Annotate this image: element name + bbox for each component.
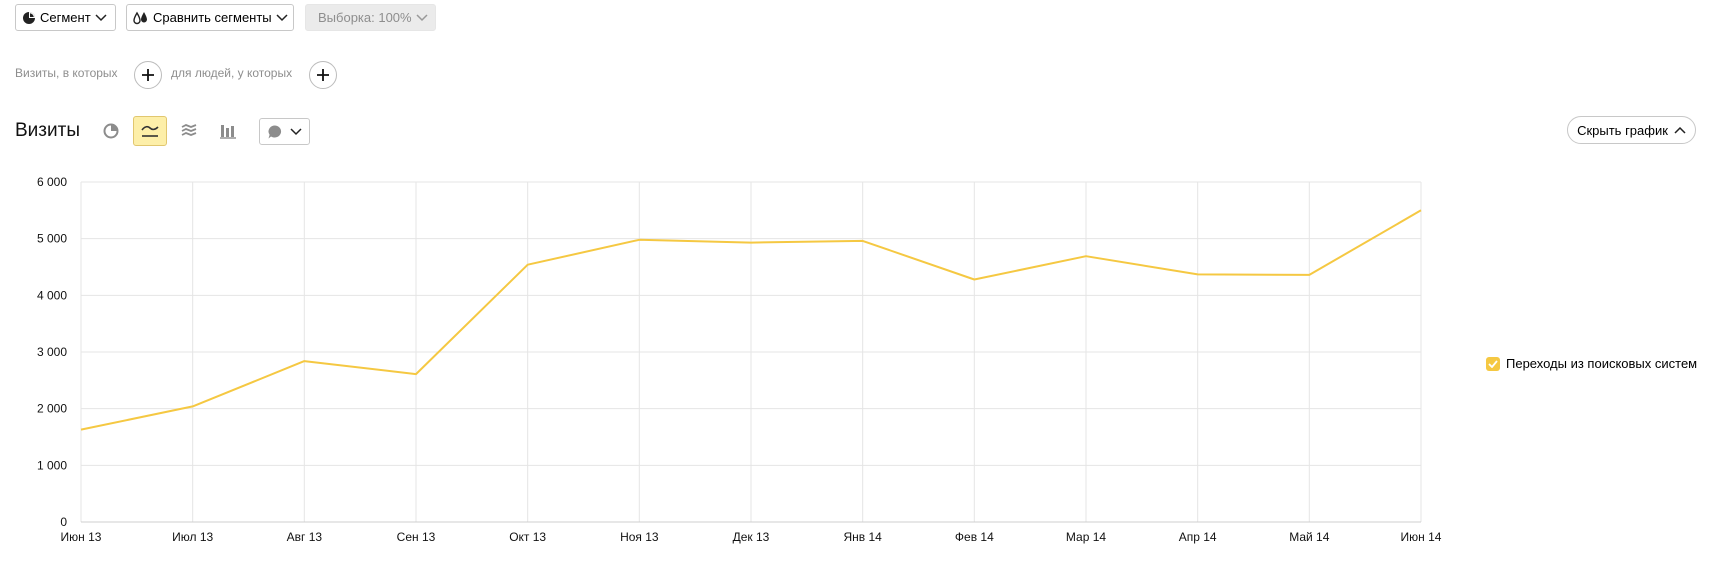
x-tick-label: Сен 13 [397,530,436,544]
x-tick-label: Ноя 13 [620,530,659,544]
compare-segments-button[interactable]: Сравнить сегменты [126,4,294,31]
sample-button-label: Выборка: 100% [318,10,412,25]
pie-segment-icon [23,11,35,24]
checkbox-checked-icon[interactable] [1486,356,1500,371]
y-axis: 0 1 000 2 000 3 000 4 000 5 000 6 000 [37,175,67,529]
report-title: Визиты [15,120,80,141]
x-tick-label: Июл 13 [172,530,213,544]
chevron-down-icon [416,13,428,21]
y-tick-label: 1 000 [37,458,67,472]
chart-grid [80,181,1422,523]
visits-filter-label: Визиты, в которых [15,66,118,80]
plus-icon [142,69,154,81]
line-chart-icon [141,125,159,137]
line-view-button[interactable] [133,116,167,146]
segment-button[interactable]: Сегмент [15,4,116,31]
y-tick-label: 0 [60,515,67,529]
y-tick-label: 2 000 [37,402,67,416]
legend-series-label: Переходы из поисковых систем [1506,356,1698,371]
column-view-button[interactable] [211,116,245,146]
hide-chart-button[interactable]: Скрыть график [1567,116,1696,144]
area-chart-icon [181,124,197,136]
x-tick-label: Дек 13 [733,530,770,544]
plus-icon [317,69,329,81]
chevron-up-icon [1674,126,1686,134]
chart-series [80,209,1422,431]
chevron-down-icon [290,127,302,135]
x-tick-label: Мар 14 [1066,530,1106,544]
x-tick-label: Фев 14 [955,530,994,544]
series-line [80,209,1422,431]
pie-view-button[interactable] [94,116,128,146]
add-people-condition-button[interactable] [309,61,337,89]
chevron-down-icon [276,13,288,21]
sample-button[interactable]: Выборка: 100% [305,4,436,31]
y-tick-label: 3 000 [37,345,67,359]
chevron-down-icon [95,13,107,21]
hide-chart-label: Скрыть график [1577,122,1668,138]
segment-button-label: Сегмент [40,10,91,25]
x-tick-label: Июн 14 [1401,530,1442,544]
x-tick-label: Май 14 [1289,530,1330,544]
compare-segments-label: Сравнить сегменты [153,10,272,25]
annotations-button[interactable] [259,118,310,145]
x-tick-label: Янв 14 [843,530,882,544]
y-tick-label: 4 000 [37,288,67,302]
x-tick-label: Авг 13 [287,530,323,544]
column-chart-icon [220,125,236,139]
chart-legend-item[interactable]: Переходы из поисковых систем [1486,356,1697,371]
drops-icon [133,11,147,24]
area-view-button[interactable] [172,116,206,146]
x-axis: Июн 13 Июл 13 Авг 13 Сен 13 Окт 13 Ноя 13 Дек … [61,530,1442,544]
x-tick-label: Апр 14 [1179,530,1217,544]
pie-chart-icon [103,123,119,139]
people-filter-label: для людей, у которых [171,66,293,80]
comment-icon [268,125,282,138]
y-tick-label: 5 000 [37,232,67,246]
add-visit-condition-button[interactable] [134,61,162,89]
y-tick-label: 6 000 [37,175,67,189]
x-tick-label: Июн 13 [61,530,102,544]
x-tick-label: Окт 13 [509,530,546,544]
